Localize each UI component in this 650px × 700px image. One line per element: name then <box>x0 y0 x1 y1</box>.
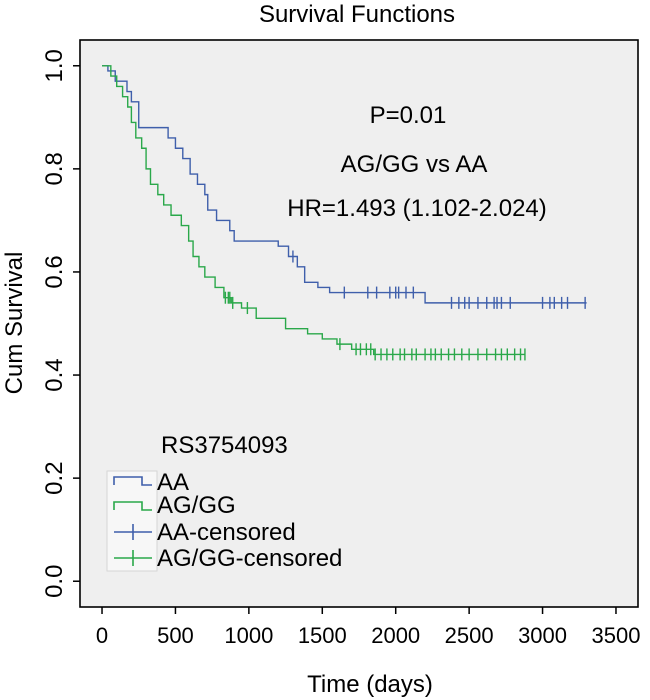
y-tick-label: 0.0 <box>41 565 68 598</box>
annotation-hazard-ratio: HR=1.493 (1.102-2.024) <box>287 195 547 222</box>
x-tick-label: 1000 <box>224 623 273 648</box>
x-axis: 0 500 1000 1500 2000 2500 3000 3500 <box>96 607 640 648</box>
legend-ag-gg-censored-label: AG/GG-censored <box>157 545 342 572</box>
legend: RS3754093 AA AG/GG AA-censored AG/GG-cen… <box>106 432 342 572</box>
y-axis-label: Cum Survival <box>1 252 28 395</box>
legend-ag-gg-swatch <box>113 501 152 511</box>
x-tick-label: 500 <box>157 623 194 648</box>
curve-ag-gg <box>102 65 525 356</box>
legend-aa-censored-swatch <box>114 524 152 540</box>
y-axis: 0.0 0.2 0.4 0.6 0.8 1.0 <box>41 49 80 598</box>
chart-title: Survival Functions <box>259 1 455 28</box>
x-tick-label: 3500 <box>591 623 640 648</box>
x-tick-label: 1500 <box>298 623 347 648</box>
y-tick-label: 0.4 <box>41 358 68 391</box>
annotation-comparison: AG/GG vs AA <box>341 151 488 178</box>
legend-box <box>106 470 158 572</box>
x-axis-label: Time (days) <box>307 671 433 698</box>
survival-curves <box>102 65 587 361</box>
y-tick-label: 1.0 <box>41 49 68 82</box>
legend-ag-gg-label: AG/GG <box>157 492 236 519</box>
legend-aa-swatch <box>113 476 152 486</box>
legend-aa-label: AA <box>157 469 189 496</box>
y-tick-label: 0.6 <box>41 255 68 288</box>
x-tick-label: 3000 <box>518 623 567 648</box>
curve-aa <box>102 65 587 304</box>
annotation-p-value: P=0.01 <box>370 102 447 129</box>
x-tick-label: 0 <box>96 623 108 648</box>
plot-area <box>79 39 639 608</box>
legend-ag-gg-censored-swatch <box>114 550 152 566</box>
legend-title: RS3754093 <box>161 432 288 459</box>
x-tick-label: 2500 <box>445 623 494 648</box>
y-tick-label: 0.8 <box>41 152 68 185</box>
x-tick-label: 2000 <box>371 623 420 648</box>
legend-aa-censored-label: AA-censored <box>157 519 296 546</box>
y-tick-label: 0.2 <box>41 461 68 494</box>
